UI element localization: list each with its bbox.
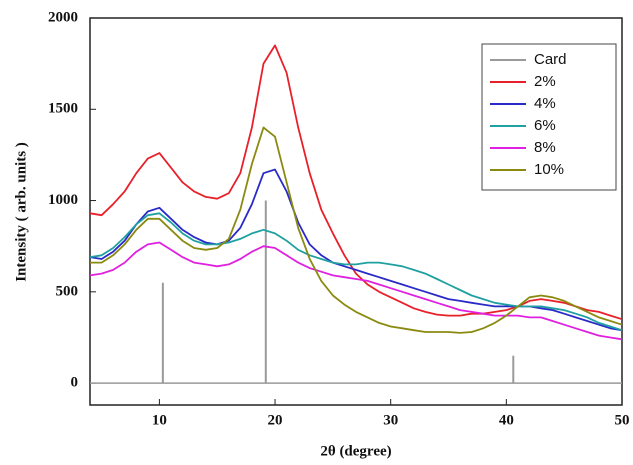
legend-label: 2%: [534, 73, 556, 90]
series-line: [89, 44, 623, 321]
plot-frame: [89, 17, 623, 406]
y-tick-label: 1500: [48, 101, 78, 117]
y-tick-label: 0: [71, 375, 79, 391]
legend-label: 4%: [534, 95, 556, 112]
legend-label: 10%: [534, 161, 564, 178]
y-tick-label: 2000: [48, 9, 78, 25]
legend-label: 8%: [534, 139, 556, 156]
legend-label: 6%: [534, 117, 556, 134]
series-line: [89, 241, 623, 341]
x-tick-label: 30: [383, 412, 398, 428]
y-axis-label: Intensity ( arb. units ): [13, 142, 29, 282]
x-tick-label: 10: [152, 412, 167, 428]
x-tick-label: 50: [615, 412, 630, 428]
x-tick-label: 40: [499, 412, 514, 428]
y-tick-label: 1000: [48, 192, 78, 208]
x-axis-label: 2θ (degree): [320, 443, 391, 459]
series-line: [90, 126, 623, 334]
legend-box: [481, 43, 617, 191]
x-tick-label: 20: [268, 412, 283, 428]
series-line: [89, 212, 623, 332]
y-tick-label: 500: [56, 283, 79, 299]
legend-label: Card: [534, 51, 567, 68]
